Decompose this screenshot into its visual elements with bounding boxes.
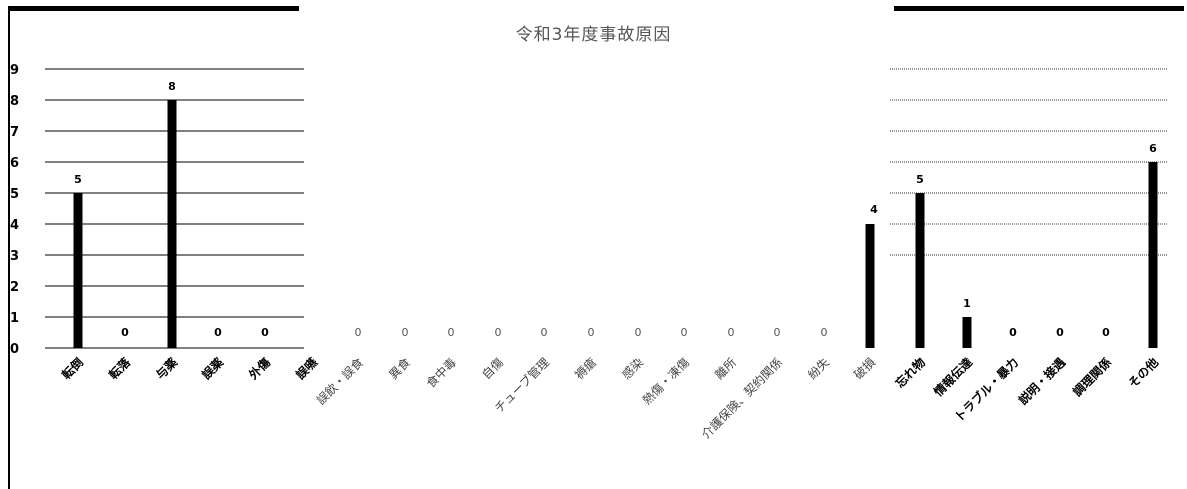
data-label-19: 1 (963, 297, 971, 310)
category-label-0: 転倒 (59, 355, 87, 383)
category-label-18: 忘れ物 (892, 355, 928, 391)
data-label-22: 0 (1102, 326, 1110, 339)
data-label-6: 0 (355, 326, 362, 339)
y-tick-label-4: 4 (10, 218, 19, 233)
category-label-5: 誤嚥 (293, 355, 321, 383)
y-tick-label-8: 8 (10, 94, 19, 109)
category-label-14: 離所 (712, 355, 739, 382)
data-label-15: 0 (774, 326, 781, 339)
data-label-2: 8 (168, 80, 176, 93)
category-label-8: 食中毒 (423, 355, 459, 391)
data-label-4: 0 (261, 326, 269, 339)
data-label-18: 5 (916, 173, 924, 186)
data-label-9: 0 (495, 326, 502, 339)
y-tick-label-0: 0 (10, 342, 19, 357)
bar-17 (865, 224, 875, 348)
bar-0 (73, 193, 83, 348)
category-label-4: 外傷 (246, 355, 274, 383)
data-label-14: 0 (728, 326, 735, 339)
category-label-22: 調理関係 (1070, 355, 1115, 400)
bar-23 (1148, 162, 1158, 348)
data-label-16: 0 (821, 326, 828, 339)
category-label-21: 説明・接遇 (1015, 355, 1068, 408)
data-label-12: 0 (635, 326, 642, 339)
top-frame-left (8, 6, 299, 11)
data-label-8: 0 (448, 326, 455, 339)
data-label-7: 0 (402, 326, 409, 339)
bar-2 (167, 100, 177, 348)
category-label-3: 誤薬 (199, 355, 227, 383)
category-label-16: 紛失 (805, 355, 833, 383)
category-label-12: 感染 (619, 355, 647, 383)
y-tick-label-2: 2 (10, 280, 19, 295)
category-label-2: 与薬 (153, 355, 181, 383)
bar-18 (915, 193, 925, 348)
data-label-3: 0 (214, 326, 222, 339)
category-label-1: 転落 (106, 354, 134, 382)
category-label-15: 介護保険、契約関係 (698, 355, 785, 442)
chart-title: 令和3年度事故原因 (515, 25, 672, 45)
left-frame (8, 8, 10, 489)
data-label-20: 0 (1009, 326, 1017, 339)
data-label-21: 0 (1056, 326, 1064, 339)
y-tick-label-3: 3 (10, 249, 19, 264)
y-tick-label-7: 7 (10, 125, 19, 140)
category-label-11: 褥瘡 (572, 355, 600, 383)
data-label-10: 0 (541, 326, 548, 339)
data-label-0: 5 (74, 173, 82, 186)
y-tick-label-1: 1 (10, 311, 19, 326)
data-label-1: 0 (121, 326, 129, 339)
data-label-17: 4 (870, 203, 878, 216)
y-tick-label-5: 5 (10, 187, 19, 202)
category-label-7: 異食 (386, 355, 414, 383)
data-label-13: 0 (681, 326, 688, 339)
y-tick-label-6: 6 (10, 156, 19, 171)
y-tick-label-9: 9 (10, 63, 19, 78)
bar-19 (962, 317, 972, 348)
category-label-23: その他 (1125, 355, 1161, 391)
category-label-19: 情報伝達 (931, 355, 976, 400)
category-label-17: 破損 (851, 355, 879, 383)
category-label-6: 誤飲・誤食 (313, 355, 366, 408)
data-label-23: 6 (1149, 142, 1157, 155)
data-label-11: 0 (588, 326, 595, 339)
category-label-9: 自傷 (479, 355, 507, 383)
top-frame-right (894, 6, 1184, 11)
category-label-13: 熱傷・凍傷 (639, 355, 692, 408)
